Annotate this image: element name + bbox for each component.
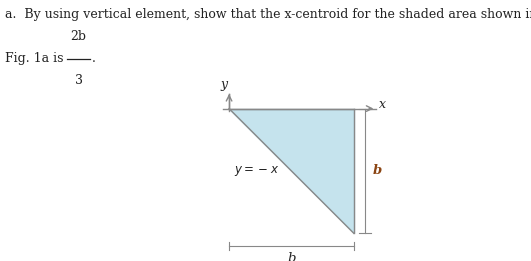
Text: a.  By using vertical element, show that the x-centroid for the shaded area show: a. By using vertical element, show that … <box>5 8 531 21</box>
Text: x: x <box>379 98 386 111</box>
Text: 2b: 2b <box>71 30 87 43</box>
Text: .: . <box>92 52 96 65</box>
Text: Fig. 1a is: Fig. 1a is <box>5 52 68 65</box>
Text: b: b <box>287 252 296 261</box>
Text: 3: 3 <box>74 74 83 87</box>
Polygon shape <box>229 109 354 233</box>
Text: $y = -x$: $y = -x$ <box>234 164 279 178</box>
Text: b: b <box>373 164 382 177</box>
Text: y: y <box>220 78 228 91</box>
